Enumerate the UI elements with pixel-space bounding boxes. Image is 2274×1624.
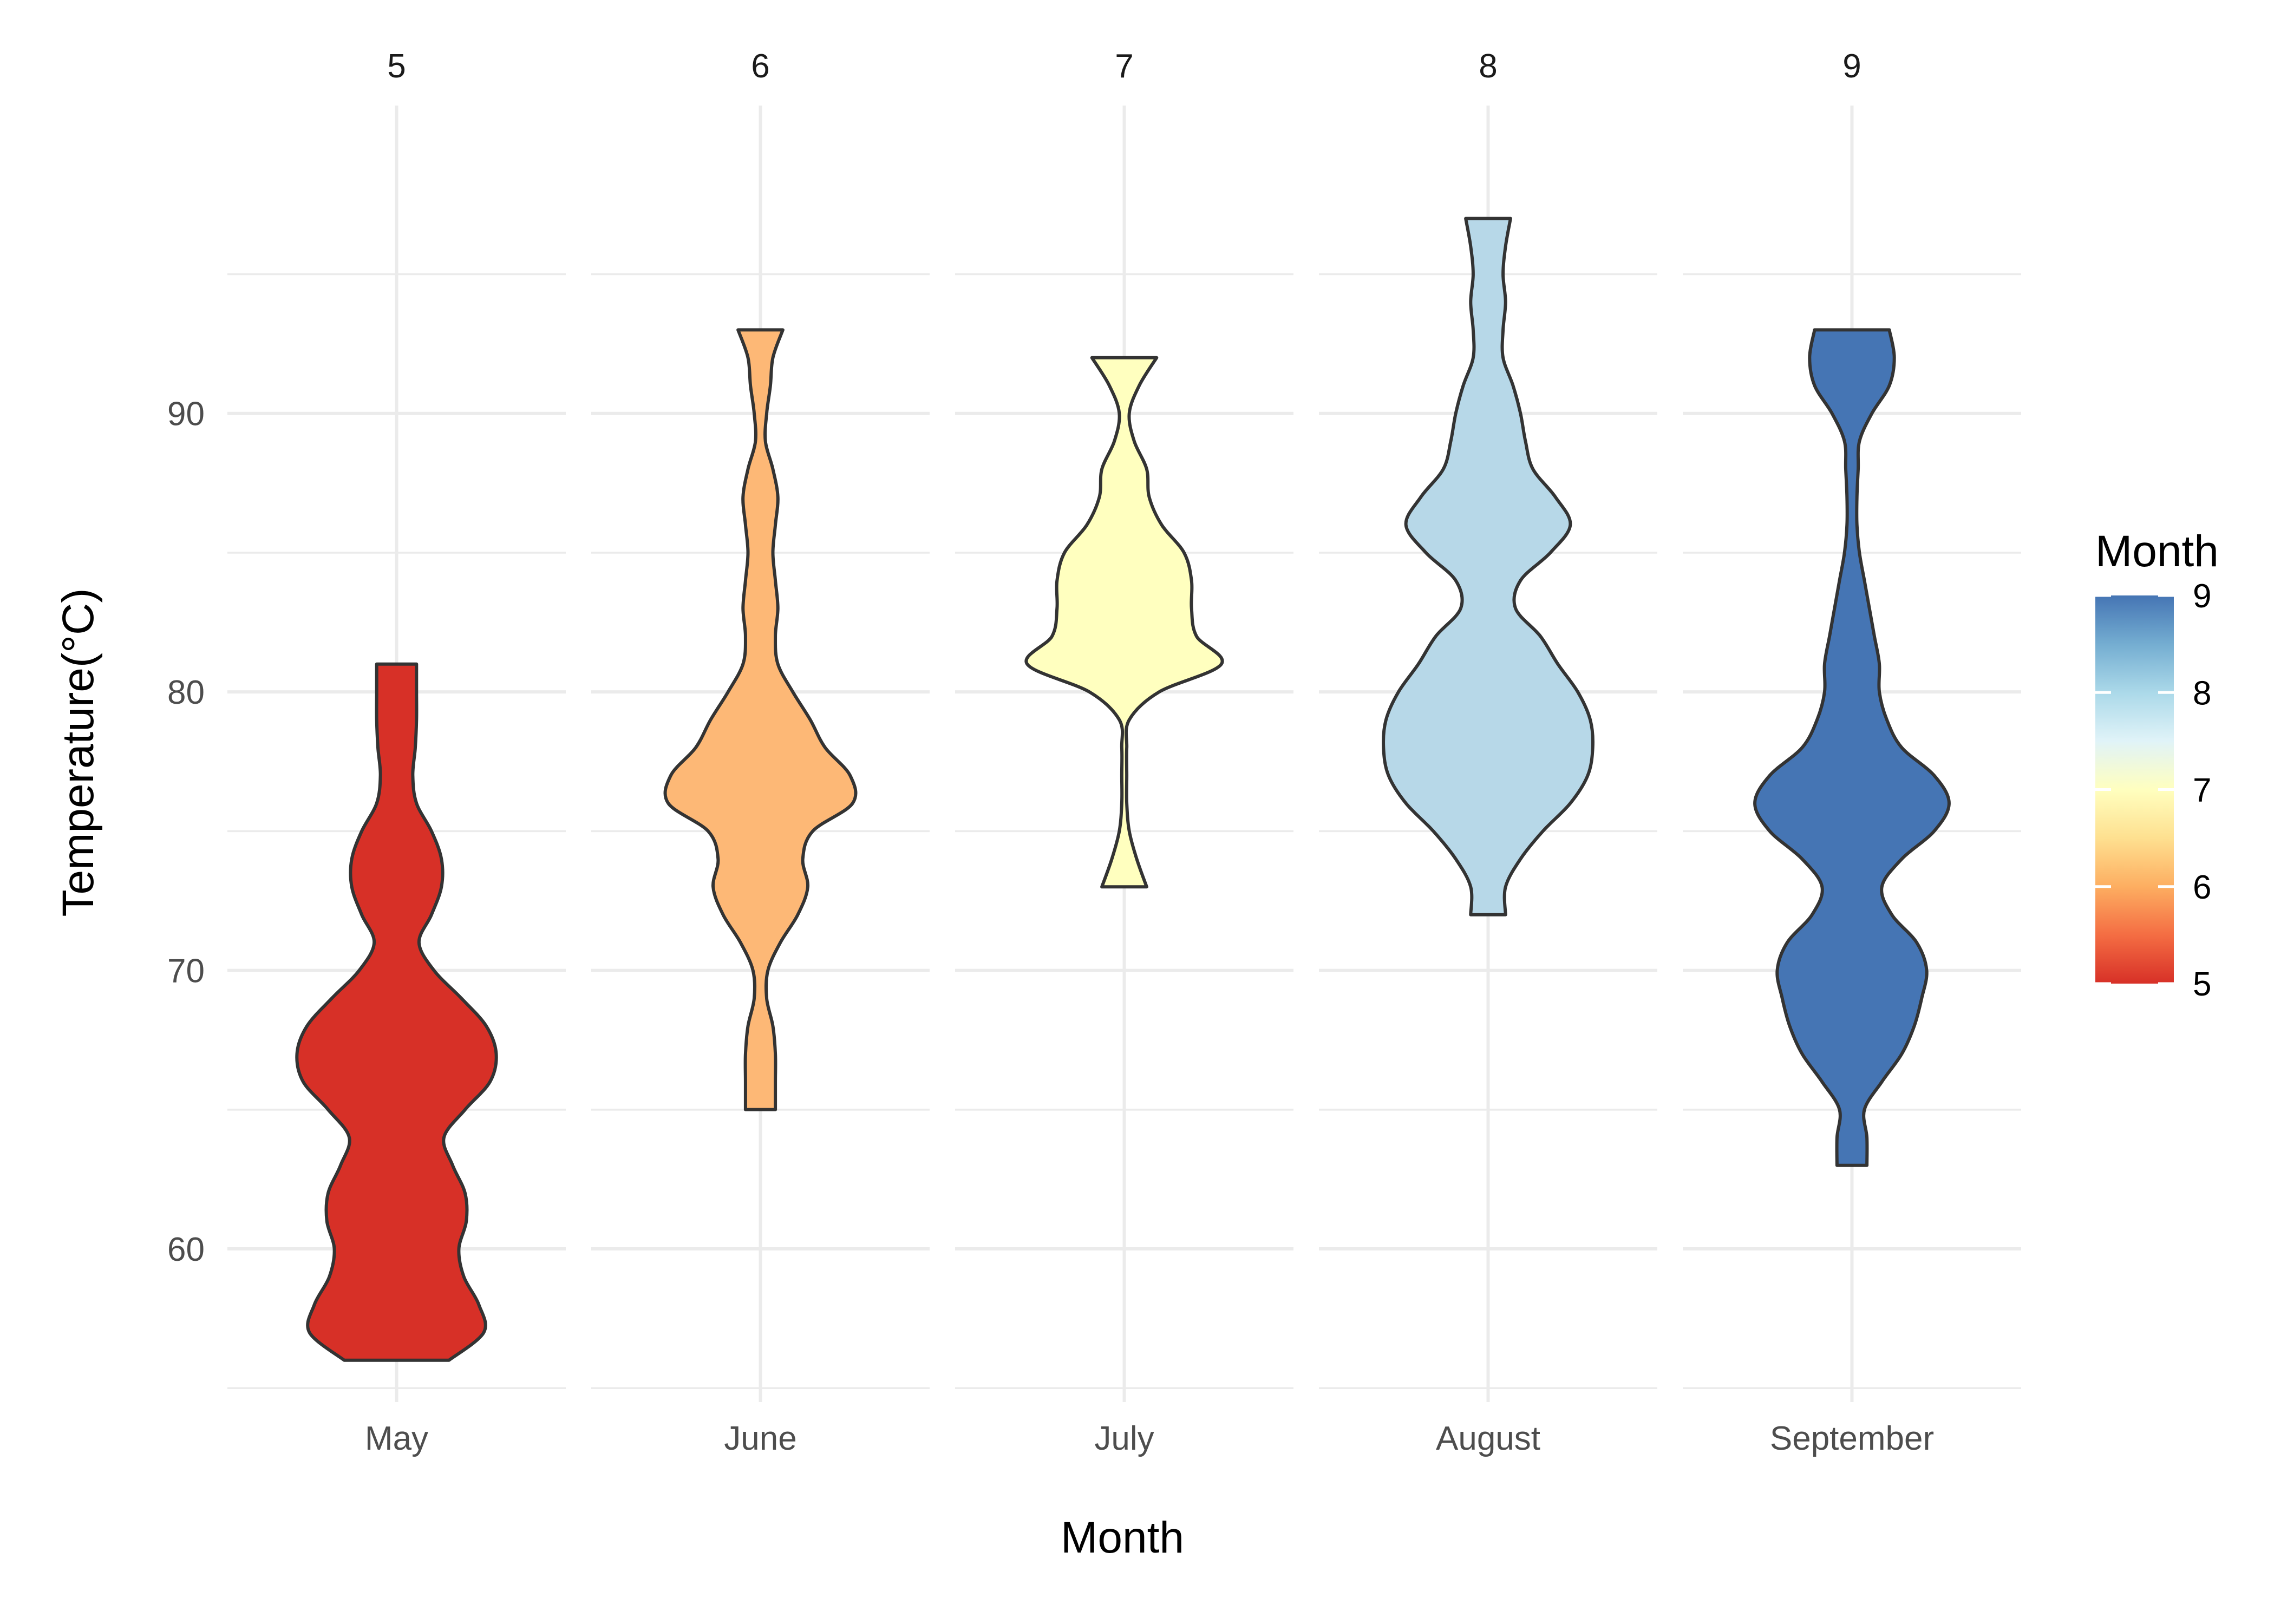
violin-may <box>295 662 498 1362</box>
facet-panel-9: 9 September <box>1683 48 2021 1457</box>
y-axis-title: Temperature(°C) <box>54 588 103 917</box>
y-axis: 60 70 80 90 <box>167 396 205 1268</box>
x-tick-label: May <box>365 1420 428 1457</box>
facet-label: 6 <box>751 48 769 85</box>
x-tick-label: September <box>1770 1420 1934 1457</box>
x-tick-label: August <box>1436 1420 1540 1457</box>
facet-panel-6: 6 June <box>591 48 930 1457</box>
violin-september <box>1753 328 1951 1167</box>
legend-tick-label: 9 <box>2193 578 2211 615</box>
violin-july <box>1024 356 1224 889</box>
legend: Month 5 6 7 8 9 <box>2095 527 2219 1003</box>
x-axis-title: Month <box>1061 1513 1184 1562</box>
facet-label: 5 <box>387 48 406 85</box>
facet-panels: 5 May 6 June 7 July 8 August 9 September <box>227 48 2021 1457</box>
facet-panel-5: 5 May <box>227 48 566 1457</box>
facet-panel-7: 7 July <box>955 48 1293 1457</box>
y-tick-label: 70 <box>167 953 205 990</box>
y-tick-label: 60 <box>167 1231 205 1268</box>
facet-label: 7 <box>1115 48 1133 85</box>
legend-ticks: 5 6 7 8 9 <box>2095 578 2211 1003</box>
legend-title: Month <box>2095 527 2219 576</box>
facet-panel-8: 8 August <box>1319 48 1657 1457</box>
y-tick-label: 80 <box>167 674 205 711</box>
y-tick-label: 90 <box>167 396 205 433</box>
violin-june <box>663 328 858 1111</box>
legend-tick-label: 8 <box>2193 675 2211 712</box>
legend-tick-label: 7 <box>2193 772 2211 809</box>
violin-august <box>1382 217 1595 916</box>
legend-tick-label: 6 <box>2193 869 2211 906</box>
facet-label: 8 <box>1479 48 1497 85</box>
x-tick-label: July <box>1094 1420 1154 1457</box>
legend-tick-label: 5 <box>2193 966 2211 1003</box>
facet-label: 9 <box>1842 48 1861 85</box>
x-tick-label: June <box>724 1420 796 1457</box>
